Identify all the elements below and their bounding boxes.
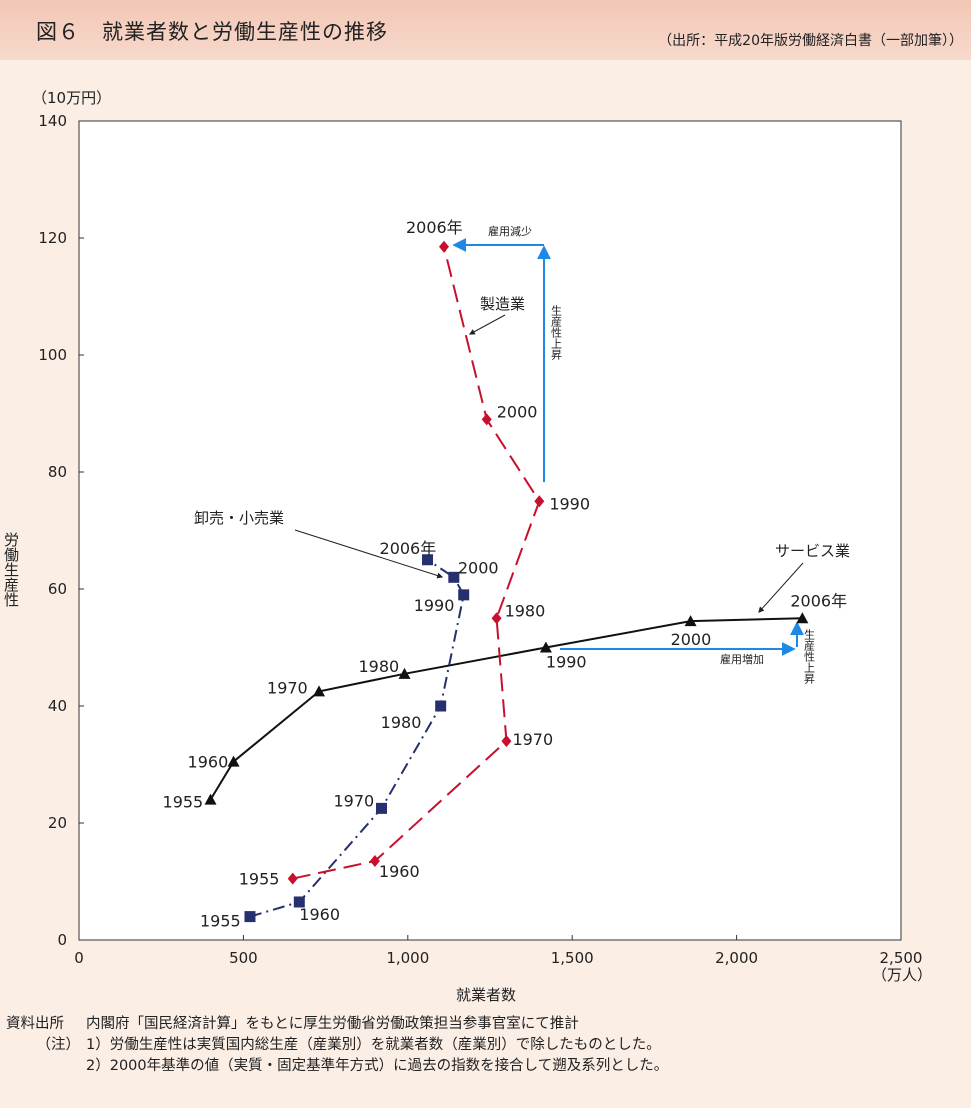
employment-increase-label: 雇用増加 xyxy=(720,652,764,666)
x-tick-label: 1,000 xyxy=(386,949,429,967)
chart: 0 20 40 60 80 100 120 140 0 500 1,000 1,500 2,000 2,… xyxy=(2,89,932,1004)
data-label: 1990 xyxy=(414,596,455,615)
data-label: 2006年 xyxy=(406,218,463,237)
data-point xyxy=(287,872,298,885)
callout-line-wholesale-retail xyxy=(294,529,444,579)
source-label: 資料出所 xyxy=(6,1016,64,1032)
data-point xyxy=(458,589,470,601)
data-label: 2006年 xyxy=(790,591,847,610)
x-tick-label: 0 xyxy=(74,949,84,967)
y-unit-label: （10万円） xyxy=(32,89,111,107)
data-point xyxy=(293,896,305,908)
x-unit-label: （万人） xyxy=(872,966,932,984)
data-point xyxy=(435,700,447,712)
x-axis: 0 500 1,000 1,500 2,000 2,500 xyxy=(74,935,922,967)
data-point xyxy=(204,793,217,805)
data-label: 2006年 xyxy=(380,539,437,558)
series-name-services: サービス業 xyxy=(775,542,850,560)
data-label: 2000 xyxy=(458,558,499,577)
data-point xyxy=(369,855,380,868)
figure-source: （出所：平成20年版労働経済白書（一部加筆）） xyxy=(658,33,963,49)
note-2: 2）2000年基準の値（実質・固定基準年方式）に過去の指数を接合して遡及系列とし… xyxy=(86,1058,669,1074)
data-point xyxy=(422,554,434,566)
data-label: 2000 xyxy=(497,402,538,421)
data-label: 1960 xyxy=(299,905,340,924)
data-point xyxy=(313,685,326,697)
y-axis: 0 20 40 60 80 100 120 140 xyxy=(38,112,84,949)
source-row: 資料出所 内閣府「国民経済計算」をもとに厚生労働省労働政策担当参事官室にて推計 xyxy=(6,1014,668,1035)
y-tick-label: 140 xyxy=(38,112,67,130)
data-point xyxy=(481,413,492,426)
data-point xyxy=(501,735,512,748)
data-label: 1980 xyxy=(381,713,422,732)
data-label: 1980 xyxy=(359,657,400,676)
y-tick-label: 40 xyxy=(48,697,67,715)
source-text: 内閣府「国民経済計算」をもとに厚生労働省労働政策担当参事官室にて推計 xyxy=(86,1016,579,1032)
note-1: 1）労働生産性は実質国内総生産（産業別）を就業者数（産業別）で除したものとした。 xyxy=(86,1037,661,1053)
series-name-manufacturing: 製造業 xyxy=(480,295,525,313)
data-label: 1980 xyxy=(505,601,546,620)
data-point xyxy=(491,612,502,625)
data-point xyxy=(227,755,240,767)
series-services: 1955 1960 1970 1980 1990 2000 2006年 xyxy=(163,591,848,811)
x-tick-label: 500 xyxy=(229,949,258,967)
productivity-up-label-manufacturing: 生産性上昇 xyxy=(550,304,563,361)
productivity-up-label-services: 生産性上昇 xyxy=(803,628,816,685)
data-point xyxy=(375,802,387,814)
data-label: 1960 xyxy=(188,753,229,772)
y-tick-label: 120 xyxy=(38,229,67,247)
figure-title: 図６ 就業者数と労働生産性の推移 xyxy=(36,20,388,44)
data-label: 1970 xyxy=(267,678,308,697)
series-name-wholesale-retail: 卸売・小売業 xyxy=(194,509,284,527)
data-point xyxy=(438,240,449,253)
x-tick-label: 2,000 xyxy=(715,949,758,967)
y-tick-label: 20 xyxy=(48,814,67,832)
data-label: 1990 xyxy=(546,653,587,672)
plot-area xyxy=(78,120,902,941)
data-label: 1960 xyxy=(379,862,420,881)
data-point xyxy=(796,612,809,624)
note-label: （注） xyxy=(36,1037,81,1053)
data-point xyxy=(534,495,545,508)
data-label: 1970 xyxy=(333,791,374,810)
note-row-2: 2）2000年基準の値（実質・固定基準年方式）に過去の指数を接合して遡及系列とし… xyxy=(6,1056,668,1077)
data-label: 1955 xyxy=(200,912,241,931)
data-point xyxy=(448,571,460,583)
data-point xyxy=(398,667,411,679)
data-label: 1970 xyxy=(512,730,553,749)
employment-decrease-label: 雇用減少 xyxy=(488,224,532,238)
data-label: 1990 xyxy=(549,494,590,513)
data-label: 1955 xyxy=(163,793,204,812)
data-label: 1955 xyxy=(239,870,280,889)
callout-line-services xyxy=(758,562,804,613)
x-tick-label: 2,500 xyxy=(880,949,923,967)
data-point xyxy=(244,911,256,923)
figure-header: 図６ 就業者数と労働生産性の推移 （出所：平成20年版労働経済白書（一部加筆）） xyxy=(0,0,971,60)
x-axis-label: 就業者数 xyxy=(456,986,516,1004)
x-tick-label: 1,500 xyxy=(551,949,594,967)
y-tick-label: 60 xyxy=(48,580,67,598)
y-axis-label: 労働生産性 xyxy=(2,532,20,607)
y-tick-label: 80 xyxy=(48,463,67,481)
y-tick-label: 0 xyxy=(57,931,67,949)
footnotes: 資料出所 内閣府「国民経済計算」をもとに厚生労働省労働政策担当参事官室にて推計 … xyxy=(6,1014,668,1077)
y-tick-label: 100 xyxy=(38,346,67,364)
data-label: 2000 xyxy=(671,630,712,649)
data-point xyxy=(684,615,697,627)
callout-line-manufacturing xyxy=(468,314,506,335)
data-point xyxy=(539,641,552,653)
note-row-1: （注） 1）労働生産性は実質国内総生産（産業別）を就業者数（産業別）で除したもの… xyxy=(6,1035,668,1056)
